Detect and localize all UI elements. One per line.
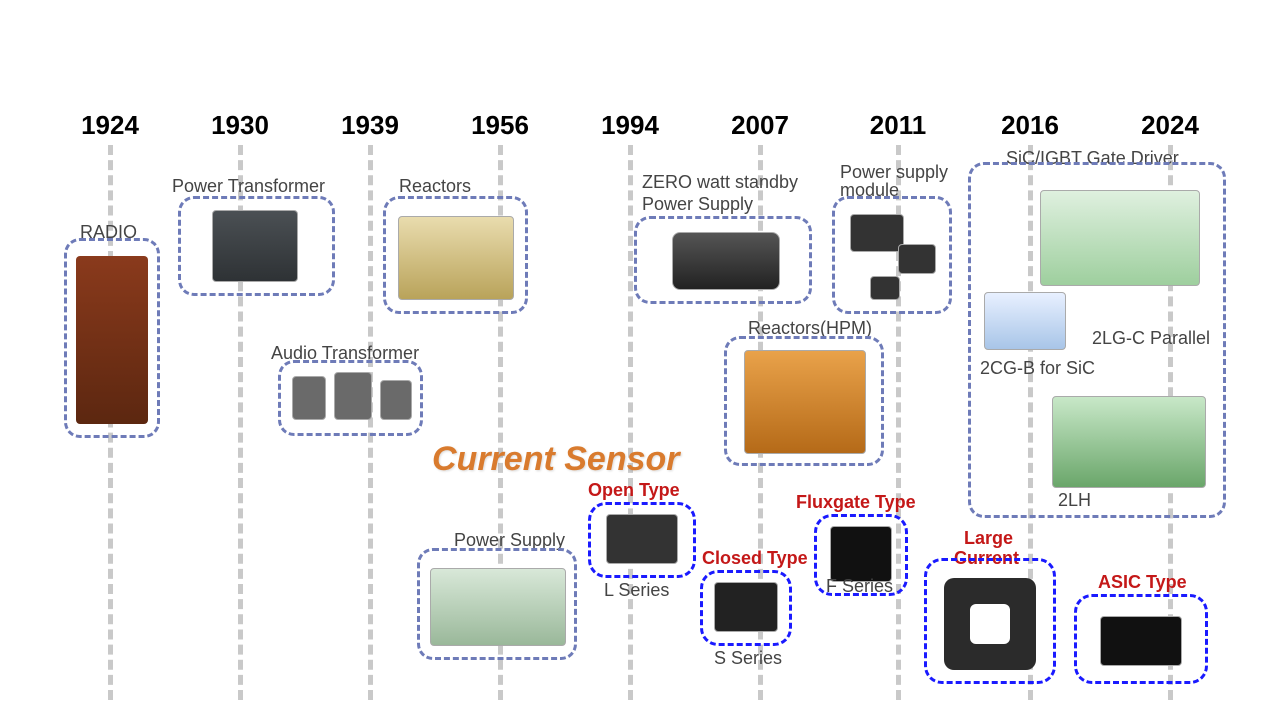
asic-type-title: ASIC Type bbox=[1098, 572, 1187, 593]
open-type-title: Open Type bbox=[588, 480, 680, 501]
year-2011: 2011 bbox=[870, 110, 926, 141]
open-type-subtitle: L Series bbox=[604, 580, 669, 601]
large-current-title1: Large bbox=[964, 528, 1013, 549]
fluxgate-type-title: Fluxgate Type bbox=[796, 492, 916, 513]
closed-type-title: Closed Type bbox=[702, 548, 808, 569]
igbt-parallel-label: 2LG-C Parallel bbox=[1092, 328, 1210, 349]
ps-module-icon bbox=[870, 276, 900, 300]
radio-icon bbox=[76, 256, 148, 424]
year-1939: 1939 bbox=[341, 110, 399, 141]
asic-type-icon bbox=[1100, 616, 1182, 666]
fluxgate-type-icon bbox=[830, 526, 892, 582]
igbt-sic-icon bbox=[984, 292, 1066, 350]
audio-transformer-icon bbox=[334, 372, 372, 420]
power-transformer-icon bbox=[212, 210, 298, 282]
timeline-line bbox=[628, 145, 633, 700]
power-transformer-label: Power Transformer bbox=[172, 176, 325, 197]
year-2024: 2024 bbox=[1141, 110, 1199, 141]
closed-type-subtitle: S Series bbox=[714, 648, 782, 669]
reactors-icon bbox=[398, 216, 514, 300]
reactors-hpm-icon bbox=[744, 350, 866, 454]
zero-watt-label1: ZERO watt standby bbox=[642, 172, 798, 193]
power-supply-icon bbox=[430, 568, 566, 646]
closed-type-icon bbox=[714, 582, 778, 632]
year-1956: 1956 bbox=[471, 110, 529, 141]
zero-watt-label2: Power Supply bbox=[642, 194, 753, 215]
audio-transformer-icon bbox=[380, 380, 412, 420]
igbt-lh-label: 2LH bbox=[1058, 490, 1091, 511]
year-1994: 1994 bbox=[601, 110, 659, 141]
current-sensor-headline: Current Sensor bbox=[432, 440, 680, 479]
large-current-hole-icon bbox=[970, 604, 1010, 644]
zero-watt-icon bbox=[672, 232, 780, 290]
audio-transformer-icon bbox=[292, 376, 326, 420]
year-1924: 1924 bbox=[81, 110, 139, 141]
ps-module-icon bbox=[850, 214, 904, 252]
fluxgate-type-subtitle: F Series bbox=[826, 576, 893, 597]
ps-module-icon bbox=[898, 244, 936, 274]
igbt-lh-icon bbox=[1052, 396, 1206, 488]
year-1930: 1930 bbox=[211, 110, 269, 141]
igbt-parallel-icon bbox=[1040, 190, 1200, 286]
year-2007: 2007 bbox=[731, 110, 789, 141]
open-type-icon bbox=[606, 514, 678, 564]
igbt-sic-label: 2CG-B for SiC bbox=[980, 358, 1095, 379]
year-2016: 2016 bbox=[1001, 110, 1059, 141]
reactors-label: Reactors bbox=[399, 176, 471, 197]
